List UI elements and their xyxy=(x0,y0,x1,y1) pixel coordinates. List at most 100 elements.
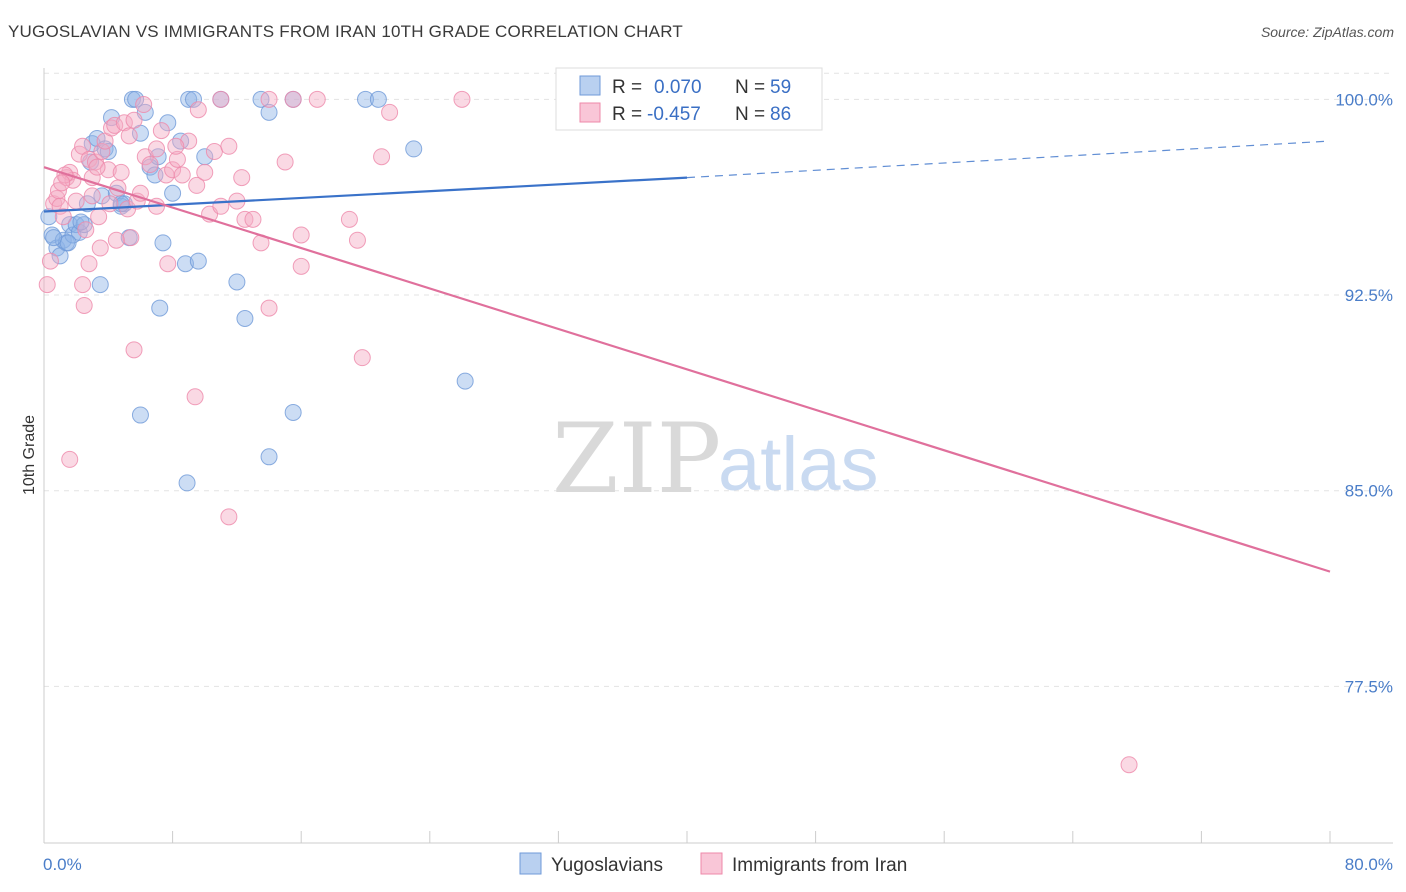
point-1-19 xyxy=(99,161,117,179)
y-tick-label-3: 77.5% xyxy=(1345,677,1393,696)
point-1-47 xyxy=(244,210,262,228)
point-1-54 xyxy=(340,210,358,228)
point-0-4 xyxy=(54,231,72,249)
legend-n-value-1: 86 xyxy=(770,104,791,125)
point-1-33 xyxy=(152,122,170,140)
point-1-39 xyxy=(188,176,206,194)
point-1-63 xyxy=(159,255,177,273)
point-0-35 xyxy=(180,90,198,108)
legend-r-label-1: R = xyxy=(612,104,642,125)
point-0-36 xyxy=(184,90,202,108)
point-1-70 xyxy=(186,388,204,406)
legend-swatch-yugoslavians xyxy=(579,75,601,96)
series-legend-label-yugoslavians: Yugoslavians xyxy=(551,855,663,876)
point-1-53 xyxy=(308,90,326,108)
point-1-64 xyxy=(292,257,310,275)
point-1-8 xyxy=(64,171,82,189)
point-1-57 xyxy=(381,103,399,121)
point-1-44 xyxy=(220,137,238,155)
point-1-51 xyxy=(284,90,302,108)
point-1-62 xyxy=(107,231,125,249)
point-0-54 xyxy=(178,474,196,492)
point-1-72 xyxy=(220,508,238,526)
point-1-17 xyxy=(93,143,111,161)
x-tick-min: 0.0% xyxy=(43,855,82,874)
point-0-56 xyxy=(59,234,77,252)
point-0-45 xyxy=(357,90,374,108)
point-1-40 xyxy=(196,163,214,181)
point-1-5 xyxy=(54,208,72,226)
point-1-58 xyxy=(453,90,471,108)
point-1-69 xyxy=(125,341,143,359)
point-1-23 xyxy=(112,163,130,181)
point-0-1 xyxy=(43,226,61,244)
point-1-21 xyxy=(106,116,124,134)
point-1-79 xyxy=(167,137,185,155)
point-1-68 xyxy=(353,349,371,367)
point-1-37 xyxy=(173,166,191,184)
watermark: ZIP atlas xyxy=(552,403,879,515)
point-1-1 xyxy=(41,252,59,270)
point-1-61 xyxy=(80,255,98,273)
point-0-17 xyxy=(99,143,117,161)
point-1-16 xyxy=(90,208,108,226)
point-1-50 xyxy=(276,153,294,171)
legend-r-label-0: R = xyxy=(612,77,642,98)
trend-line-0 xyxy=(43,176,688,213)
point-0-46 xyxy=(369,90,387,108)
point-1-43 xyxy=(212,197,230,215)
point-0-0 xyxy=(40,208,58,226)
point-1-35 xyxy=(164,161,182,179)
point-1-81 xyxy=(233,169,251,187)
point-1-56 xyxy=(373,148,391,166)
stats-legend: R = 0.070 N = 59 R = -0.457 N = 86 xyxy=(555,67,823,131)
legend-r-value-1: -0.457 xyxy=(647,104,701,125)
point-1-82 xyxy=(148,140,166,158)
point-1-9 xyxy=(67,192,85,210)
point-0-48 xyxy=(91,276,109,294)
point-1-55 xyxy=(348,231,366,249)
source-label: Source: ZipAtlas.com xyxy=(1260,24,1394,40)
axes xyxy=(43,68,1393,844)
point-1-77 xyxy=(120,127,138,145)
point-1-27 xyxy=(125,111,143,129)
legend-swatch-iran xyxy=(579,102,601,123)
x-tick-labels: 0.0% 80.0% xyxy=(43,855,1393,874)
legend-n-label-1: N = xyxy=(735,104,765,125)
point-1-85 xyxy=(53,174,71,192)
legend-n-value-0: 59 xyxy=(770,77,791,98)
series-legend: Yugoslavians Immigrants from Iran xyxy=(519,852,907,876)
point-1-14 xyxy=(83,187,101,205)
y-axis-label: 10th Grade xyxy=(21,415,38,495)
series-legend-label-iran: Immigrants from Iran xyxy=(732,855,907,876)
point-0-24 xyxy=(127,90,145,108)
point-0-41 xyxy=(236,310,254,328)
series-legend-swatch-yugoslavians xyxy=(519,852,542,875)
point-1-73 xyxy=(1120,756,1138,774)
y-tick-label-2: 85.0% xyxy=(1345,482,1393,501)
point-0-57 xyxy=(45,229,63,247)
point-0-37 xyxy=(189,252,207,270)
point-0-47 xyxy=(405,140,423,158)
point-1-20 xyxy=(103,119,121,137)
point-1-59 xyxy=(212,90,230,108)
point-1-60 xyxy=(91,239,109,257)
trend-line-1 xyxy=(43,166,1331,573)
point-1-84 xyxy=(88,158,106,176)
y-tick-label-1: 92.5% xyxy=(1345,286,1393,305)
y-tick-labels: 100.0% 92.5% 85.0% 77.5% xyxy=(1335,90,1393,696)
point-0-49 xyxy=(151,299,169,317)
point-1-42 xyxy=(205,143,223,161)
point-1-78 xyxy=(135,96,153,114)
series-0-points xyxy=(40,90,474,492)
point-1-12 xyxy=(77,221,95,239)
point-0-40 xyxy=(228,273,246,291)
series-1-points xyxy=(38,90,1138,774)
point-1-31 xyxy=(141,156,159,174)
point-0-43 xyxy=(260,103,278,121)
point-1-67 xyxy=(260,299,278,317)
point-1-65 xyxy=(74,276,92,294)
point-0-52 xyxy=(456,372,474,390)
point-1-71 xyxy=(61,450,79,468)
watermark-zip: ZIP xyxy=(552,403,721,515)
